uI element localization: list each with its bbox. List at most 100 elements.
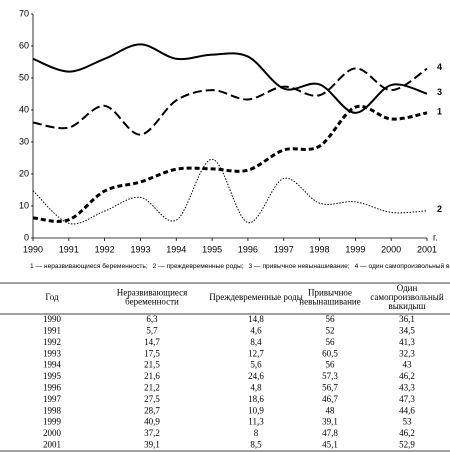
line-series <box>32 67 428 136</box>
table-header: Привычное <box>308 288 352 298</box>
table-cell: 1990 <box>43 314 62 324</box>
table-cell: 34,5 <box>399 325 415 335</box>
table-cell: 46,7 <box>322 394 338 404</box>
table-header: Год <box>45 292 59 302</box>
legend-entry: 4 — один самопроизвольный выкидыш. <box>355 262 450 270</box>
table-cell: 40,9 <box>144 417 160 427</box>
table-cell: 44,6 <box>399 405 415 415</box>
x-tick-label: 1995 <box>202 244 222 254</box>
table-header: Преждевременные роды <box>209 292 303 302</box>
table-cell: 43,3 <box>399 382 415 392</box>
legend-entry: 2 — преждевременные роды; <box>153 263 244 270</box>
table-cell: 11,3 <box>248 417 264 427</box>
table-cell: 1996 <box>43 382 62 392</box>
y-tick-label: 20 <box>19 168 29 178</box>
table-header: Неразвивающиеся <box>117 288 188 298</box>
series-end-label: 3 <box>437 87 442 97</box>
series-end-label: 2 <box>437 204 442 214</box>
table-cell: 37,2 <box>144 428 160 438</box>
table-cell: 12,7 <box>248 348 264 358</box>
table-cell: 4,8 <box>250 382 262 392</box>
table-cell: 1992 <box>43 337 61 347</box>
table-cell: 21,6 <box>144 371 160 381</box>
x-tick-label: 2000 <box>381 244 401 254</box>
table-cell: 1991 <box>43 325 61 335</box>
table-cell: 1994 <box>43 360 62 370</box>
x-tick-label: 1993 <box>130 244 150 254</box>
table-cell: 56 <box>326 360 336 370</box>
table-cell: 4,6 <box>250 325 262 335</box>
table-cell: 1993 <box>43 348 62 358</box>
x-tick-label: 1994 <box>166 244 186 254</box>
table-header: беременности <box>125 297 179 307</box>
y-tick-label: 10 <box>19 200 29 210</box>
table-header: выкидыш <box>388 301 425 311</box>
table-cell: 2000 <box>43 428 62 438</box>
table-header: невынашивание <box>299 297 360 307</box>
table-cell: 47,3 <box>399 394 415 404</box>
y-tick-label: 40 <box>19 104 29 114</box>
table-cell: 5,6 <box>250 360 262 370</box>
table-cell: 6,3 <box>146 314 158 324</box>
series-end-label: 4 <box>437 62 442 72</box>
table-cell: 10,9 <box>248 405 264 415</box>
legend-entry: 1 — неразвивающиеся беременность; <box>30 262 148 270</box>
y-tick-label: 50 <box>19 72 29 82</box>
table-cell: 21,2 <box>144 382 160 392</box>
table-cell: 45,1 <box>322 439 338 449</box>
table-cell: 32,3 <box>399 348 415 358</box>
line-series <box>32 104 428 223</box>
table-cell: 1995 <box>43 371 62 381</box>
table-cell: 56 <box>326 314 336 324</box>
table-cell: 8 <box>254 428 259 438</box>
table-cell: 27,5 <box>144 394 160 404</box>
table-header: самопроизвольный <box>370 292 444 302</box>
table-cell: 24,6 <box>248 371 264 381</box>
table-cell: 41,3 <box>399 337 415 347</box>
x-tick-label: 1996 <box>238 244 258 254</box>
table-cell: 60,5 <box>322 348 338 358</box>
table-cell: 57,3 <box>322 371 338 381</box>
line-series <box>32 43 428 114</box>
table-cell: 48 <box>326 405 336 415</box>
table-cell: 8,5 <box>250 439 262 449</box>
x-tick-label: 2001 <box>417 244 437 254</box>
legend-entry: 3 — привычное невынашивание; <box>249 263 350 270</box>
table-header: Один <box>397 283 418 293</box>
y-tick-label: 70 <box>19 8 29 18</box>
x-tick-label: 1998 <box>310 244 330 254</box>
table-cell: 56,7 <box>322 382 338 392</box>
table-cell: 28,7 <box>144 405 160 415</box>
table-cell: 52 <box>326 325 335 335</box>
table-cell: 56 <box>326 337 336 347</box>
y-tick-label: 30 <box>19 136 29 146</box>
x-tick-label: 1990 <box>23 244 43 254</box>
table-cell: 43 <box>403 360 413 370</box>
series-end-label: 1 <box>437 106 442 116</box>
table-cell: 1997 <box>43 394 62 404</box>
table-cell: 39,1 <box>322 417 338 427</box>
x-tick-label: 1997 <box>274 244 294 254</box>
table-cell: 14,8 <box>248 314 264 324</box>
table-cell: 53 <box>403 417 413 427</box>
table-cell: 1998 <box>43 405 62 415</box>
x-tick-label: 1991 <box>59 244 79 254</box>
x-tick-label: 1999 <box>345 244 365 254</box>
table-cell: 14,7 <box>144 337 160 347</box>
table-cell: 21,5 <box>144 360 160 370</box>
table-cell: 46,2 <box>399 371 415 381</box>
table-cell: 46,2 <box>399 428 415 438</box>
table-cell: 47,8 <box>322 428 338 438</box>
line-series <box>32 158 428 225</box>
table-cell: 17,5 <box>144 348 160 358</box>
x-tick-label: 1992 <box>95 244 115 254</box>
table-cell: 8,4 <box>250 337 262 347</box>
table-cell: 2001 <box>43 439 61 449</box>
table-cell: 39,1 <box>144 439 160 449</box>
table-cell: 18,6 <box>248 394 264 404</box>
table-cell: 36,1 <box>399 314 415 324</box>
y-tick-label: 0 <box>24 232 29 242</box>
table-cell: 52,9 <box>399 439 415 449</box>
x-axis-label: г. <box>433 232 438 242</box>
